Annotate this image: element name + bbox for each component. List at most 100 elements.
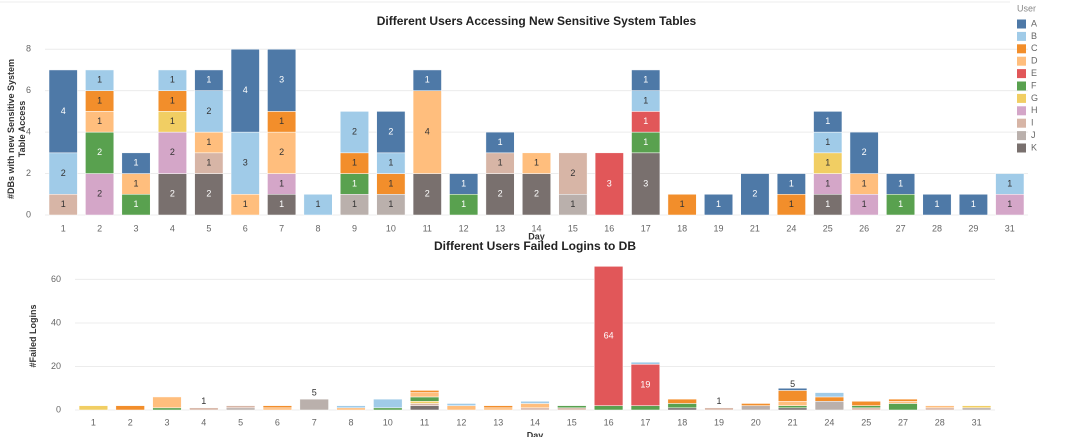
bar-segment [340,111,369,154]
bar-segment [412,90,442,174]
x-tick-label: 28 [935,417,945,427]
bar-segment [157,131,187,174]
x-tick-label: 15 [568,223,578,233]
bar-segment [409,390,440,393]
bar-segment [409,405,440,411]
bar-segment [813,111,843,133]
x-tick-label: 27 [896,223,906,233]
y-axis-title: #Failed Logins [28,304,38,368]
x-tick-label: 8 [348,417,353,427]
bar-segment [409,401,440,404]
data-label: 1 [461,199,466,209]
data-label: 1 [279,178,284,188]
data-label: 1 [898,178,903,188]
data-label: 1 [170,116,175,126]
x-tick-label: 2 [97,223,102,233]
x-tick-label: 31 [1005,223,1015,233]
data-label: 1 [461,178,466,188]
legend-swatch [1017,56,1026,66]
x-tick-label: 20 [751,417,761,427]
data-label: 1 [934,199,939,209]
bar-segment [409,392,440,398]
data-label: 1 [643,116,648,126]
legend-swatch [1017,143,1026,153]
y-axis-title-text: #DBs with new Sensitive System Table Acc… [6,58,27,200]
data-label: 2 [170,147,175,157]
x-tick-label: 5 [238,417,243,427]
bar-segment [667,398,697,404]
data-label: 4 [243,85,248,95]
data-label: 4 [61,106,66,116]
x-tick-label: 19 [714,417,724,427]
data-label: 2 [425,189,430,199]
bar-segment [776,173,806,195]
y-axis-title-text: #Failed Logins [28,304,38,368]
y-tick-label: 8 [26,44,31,54]
bar-segment [851,405,881,409]
data-label: 2 [61,168,66,178]
bar-segment [814,396,845,402]
data-label: 1 [134,178,139,188]
legend-swatch [1017,118,1026,128]
bar-segment [48,152,78,195]
bar-segment [303,194,333,216]
bar-segment [814,401,845,411]
bar-segment [740,173,770,216]
data-label: 1 [570,199,575,209]
x-tick-label: 17 [640,417,650,427]
legend-swatch [1017,93,1026,103]
chart-title: Different Users Failed Logins to DB [434,239,636,253]
bar-segment [777,387,808,391]
data-label: 1 [971,199,976,209]
x-tick-label: 3 [164,417,169,427]
bar-segment [814,392,845,398]
legend-label: E [1031,68,1037,78]
x-tick-label: 6 [243,223,248,233]
data-label: 1 [498,137,503,147]
bar-segment [373,407,403,411]
data-label: 1 [352,199,357,209]
y-tick-label: 60 [51,274,61,284]
x-axis-title: Day [527,430,544,437]
x-tick-label: 9 [352,223,357,233]
x-tick-label: 10 [386,223,396,233]
bar-segment [925,405,955,409]
data-label: 1 [825,116,830,126]
data-label: 1 [279,116,284,126]
data-label: 2 [388,126,393,136]
legend-label: G [1031,93,1038,103]
data-label: 4 [425,126,430,136]
x-tick-label: 7 [312,417,317,427]
legend-swatch [1017,131,1026,141]
x-tick-label: 17 [641,223,651,233]
bar-segment [961,405,992,409]
x-tick-label: 11 [420,417,429,427]
bar-segment [225,407,256,411]
data-label: 2 [752,189,757,199]
bar-segment [85,69,115,91]
y-tick-label: 2 [26,168,31,178]
x-tick-label: 13 [495,223,505,233]
bar-segment [409,396,440,402]
data-label: 19 [640,379,650,389]
bar-segment [376,111,406,154]
bar-segment [446,405,477,411]
data-label: 1 [243,199,248,209]
bar-segment [777,390,808,402]
bar-segment [189,407,219,411]
data-label: 3 [607,178,612,188]
bar-segment [373,398,403,409]
bar-segment [485,131,515,154]
bar-segment [925,407,955,411]
data-label: 2 [570,168,575,178]
data-label: 1 [97,95,102,105]
bar-segment [449,173,479,195]
data-label: 2 [97,147,102,157]
bar-segment [888,403,918,411]
data-label: 1 [643,137,648,147]
x-tick-label: 12 [456,417,466,427]
data-label: 1 [716,199,721,209]
data-label: 1 [388,178,393,188]
bar-segment [412,69,442,91]
data-label: 2 [862,147,867,157]
